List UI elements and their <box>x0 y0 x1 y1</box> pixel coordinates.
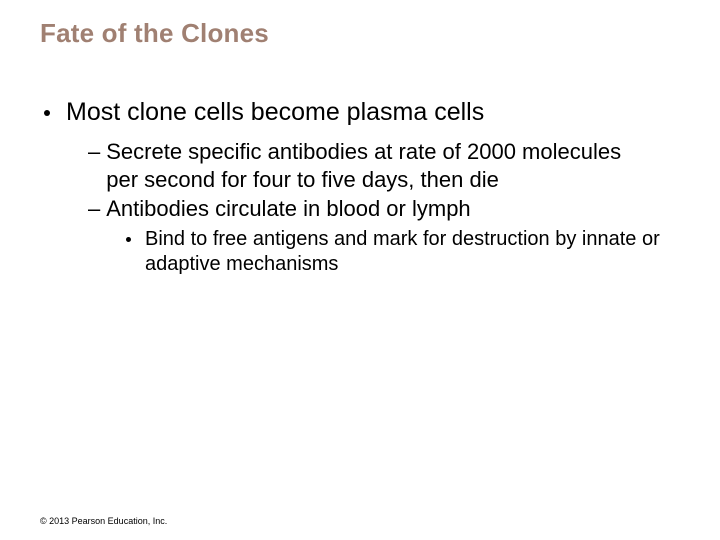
bullet-level3: Bind to free antigens and mark for destr… <box>126 227 680 277</box>
bullet-dot-icon <box>44 110 50 116</box>
bullet-l2a-text: Secrete specific antibodies at rate of 2… <box>106 138 646 193</box>
bullet-dash-icon: – <box>88 138 100 166</box>
bullet-level2: – Secrete specific antibodies at rate of… <box>88 138 680 193</box>
bullet-l2b-text: Antibodies circulate in blood or lymph <box>106 195 470 223</box>
slide-title: Fate of the Clones <box>40 18 680 49</box>
slide-container: Fate of the Clones Most clone cells beco… <box>0 0 720 540</box>
bullet-level2: – Antibodies circulate in blood or lymph <box>88 195 680 223</box>
bullet-l1-text: Most clone cells become plasma cells <box>66 97 484 128</box>
bullet-l3-text: Bind to free antigens and mark for destr… <box>145 227 665 277</box>
bullet-level1: Most clone cells become plasma cells <box>44 97 680 128</box>
bullet-dot-icon <box>126 237 131 242</box>
copyright-text: © 2013 Pearson Education, Inc. <box>40 516 167 526</box>
bullet-dash-icon: – <box>88 195 100 223</box>
